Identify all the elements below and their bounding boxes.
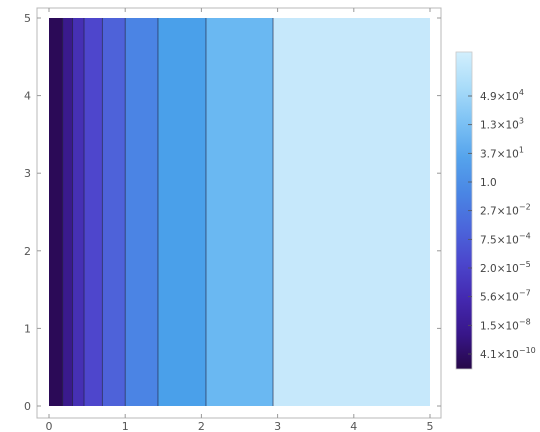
colorbar-label: 5.6×10−7 [480, 289, 531, 304]
contour-band [72, 18, 85, 406]
x-tick-label: 0 [46, 420, 53, 432]
colorbar-label: 2.0×10−5 [480, 260, 531, 275]
contour-band [84, 18, 103, 406]
contour-band [62, 18, 73, 406]
contour-band [102, 18, 126, 406]
x-tick-label: 1 [122, 420, 129, 432]
y-tick-label: 0 [24, 400, 31, 413]
colorbar: 4.1×10−10 1.5×10−8 5.6×10−7 2.0×10−5 7.5×10−… [455, 51, 536, 370]
colorbar-label: 7.5×10−4 [480, 231, 531, 246]
y-tick-label: 2 [24, 245, 31, 258]
contour-band [205, 18, 274, 406]
x-axis-ticks: 0 1 2 3 4 5 [46, 8, 434, 432]
colorbar-label: 1.0 [480, 177, 497, 189]
colorbar-label: 3.7×101 [480, 145, 524, 160]
x-tick-label: 5 [427, 420, 434, 432]
colorbar-label: 1.3×103 [480, 117, 524, 132]
y-axis-ticks: 0 1 2 3 4 5 [24, 12, 441, 413]
colorbar-label: 4.9×104 [480, 88, 524, 103]
contour-bands [49, 18, 430, 406]
y-tick-label: 1 [24, 322, 31, 335]
plot-frame [36, 7, 442, 419]
x-tick-label: 3 [274, 420, 281, 432]
y-tick-label: 5 [24, 12, 31, 25]
contour-band [273, 18, 430, 406]
x-tick-label: 4 [350, 420, 357, 432]
y-tick-label: 3 [24, 167, 31, 180]
colorbar-label: 2.7×10−2 [480, 203, 531, 218]
contour-band [125, 18, 158, 406]
y-tick-label: 4 [24, 90, 31, 103]
contour-lines [62, 18, 274, 406]
contour-band [49, 18, 63, 406]
contour-band [157, 18, 206, 406]
x-tick-label: 2 [198, 420, 205, 432]
colorbar-label: 1.5×10−8 [480, 317, 531, 332]
colorbar-label: 4.1×10−10 [480, 346, 536, 361]
